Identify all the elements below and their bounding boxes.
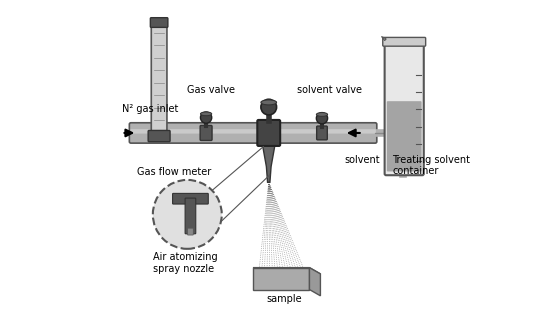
Text: Gas valve: Gas valve [188, 85, 235, 95]
Circle shape [153, 180, 222, 249]
FancyBboxPatch shape [185, 198, 196, 234]
FancyBboxPatch shape [317, 126, 327, 140]
Polygon shape [253, 268, 321, 274]
Text: sample: sample [267, 294, 302, 304]
FancyBboxPatch shape [200, 125, 212, 140]
Text: Gas flow meter: Gas flow meter [137, 167, 211, 177]
FancyBboxPatch shape [257, 120, 280, 146]
Polygon shape [382, 36, 386, 40]
Ellipse shape [200, 112, 212, 116]
FancyBboxPatch shape [148, 131, 170, 142]
Polygon shape [262, 145, 275, 182]
Text: Air atomizing
spray nozzle: Air atomizing spray nozzle [153, 252, 217, 274]
Circle shape [200, 112, 212, 123]
Text: solvent: solvent [344, 155, 380, 165]
FancyBboxPatch shape [151, 19, 167, 135]
Text: Treating solvent
container: Treating solvent container [393, 155, 470, 176]
FancyBboxPatch shape [387, 101, 422, 172]
Text: solvent valve: solvent valve [297, 85, 362, 95]
FancyBboxPatch shape [150, 18, 168, 27]
Circle shape [261, 99, 277, 115]
FancyBboxPatch shape [188, 228, 193, 235]
FancyBboxPatch shape [383, 37, 426, 46]
Polygon shape [310, 268, 321, 296]
Text: N² gas inlet: N² gas inlet [122, 104, 178, 114]
Ellipse shape [316, 112, 328, 116]
Ellipse shape [261, 100, 277, 105]
FancyBboxPatch shape [129, 123, 377, 143]
Polygon shape [253, 268, 310, 289]
FancyBboxPatch shape [384, 40, 424, 175]
FancyBboxPatch shape [173, 193, 208, 204]
FancyBboxPatch shape [130, 129, 376, 134]
Circle shape [316, 112, 328, 124]
